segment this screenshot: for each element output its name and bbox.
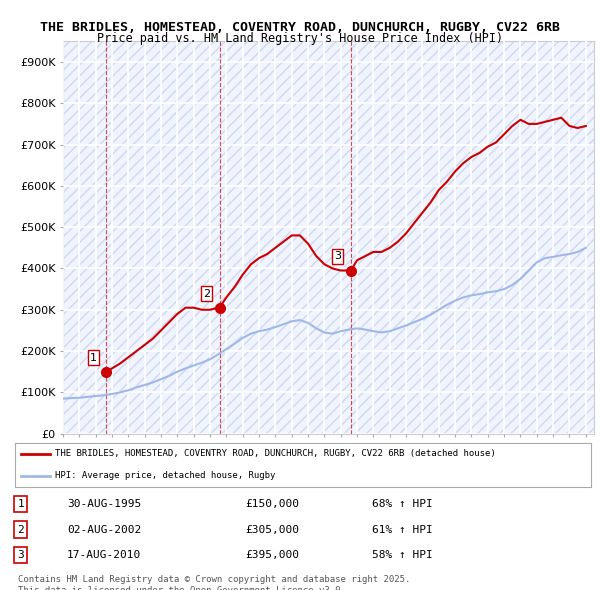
Text: 2: 2 — [203, 289, 210, 299]
Text: Price paid vs. HM Land Registry's House Price Index (HPI): Price paid vs. HM Land Registry's House … — [97, 32, 503, 45]
Text: 2: 2 — [17, 525, 24, 535]
Text: 68% ↑ HPI: 68% ↑ HPI — [372, 499, 433, 509]
Text: 61% ↑ HPI: 61% ↑ HPI — [372, 525, 433, 535]
Text: £150,000: £150,000 — [245, 499, 299, 509]
Text: 1: 1 — [17, 499, 24, 509]
Text: 17-AUG-2010: 17-AUG-2010 — [67, 550, 141, 560]
Text: 58% ↑ HPI: 58% ↑ HPI — [372, 550, 433, 560]
Text: Contains HM Land Registry data © Crown copyright and database right 2025.
This d: Contains HM Land Registry data © Crown c… — [18, 575, 410, 590]
Text: THE BRIDLES, HOMESTEAD, COVENTRY ROAD, DUNCHURCH, RUGBY, CV22 6RB (detached hous: THE BRIDLES, HOMESTEAD, COVENTRY ROAD, D… — [55, 449, 496, 458]
Text: 1: 1 — [90, 353, 97, 363]
Text: 02-AUG-2002: 02-AUG-2002 — [67, 525, 141, 535]
Text: £305,000: £305,000 — [245, 525, 299, 535]
Text: 3: 3 — [17, 550, 24, 560]
Text: 3: 3 — [334, 251, 341, 261]
Text: £395,000: £395,000 — [245, 550, 299, 560]
Text: THE BRIDLES, HOMESTEAD, COVENTRY ROAD, DUNCHURCH, RUGBY, CV22 6RB: THE BRIDLES, HOMESTEAD, COVENTRY ROAD, D… — [40, 21, 560, 34]
Text: HPI: Average price, detached house, Rugby: HPI: Average price, detached house, Rugb… — [55, 471, 275, 480]
Text: 30-AUG-1995: 30-AUG-1995 — [67, 499, 141, 509]
